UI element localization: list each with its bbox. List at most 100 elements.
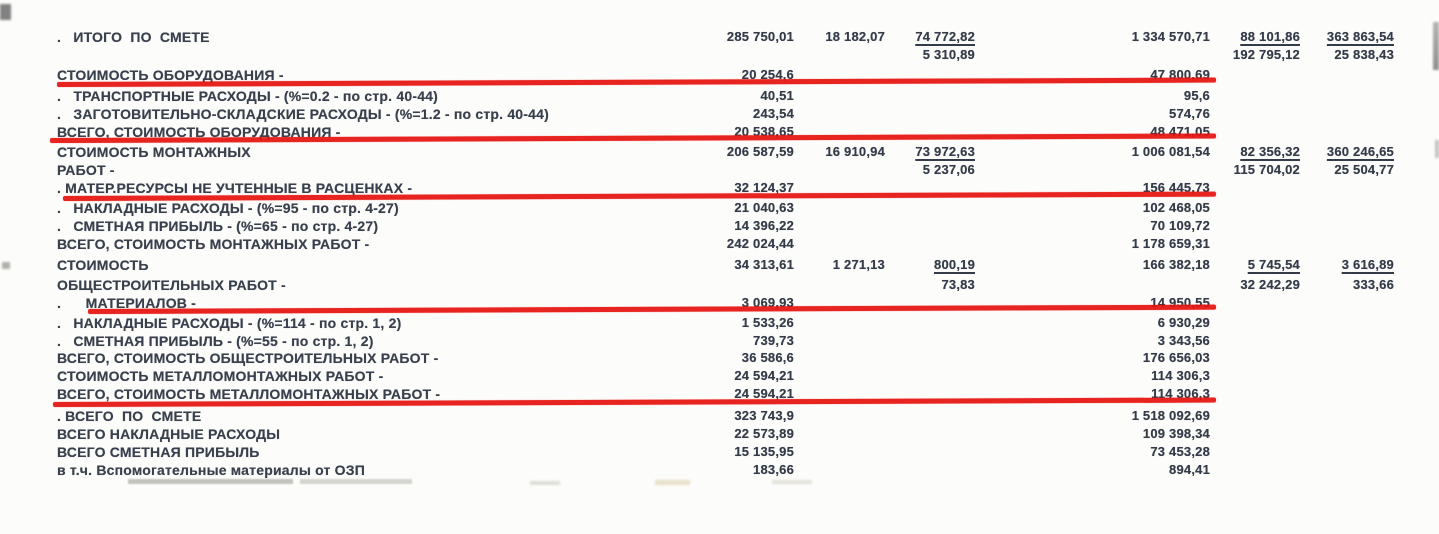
amount-cell-c4: 156 445,73 xyxy=(1142,180,1210,195)
row-label: ОБЩЕСТРОИТЕЛЬНЫХ РАБОТ - xyxy=(57,277,286,293)
row-label: ВСЕГО, СТОИМОСТЬ МОНТАЖНЫХ РАБОТ - xyxy=(57,236,370,252)
row-label: . СМЕТНАЯ ПРИБЫЛЬ - (%=65 - по стр. 4-27… xyxy=(57,218,379,234)
amount-cell-c1: 21 040,63 xyxy=(734,200,794,215)
row-label: ВСЕГО, СТОИМОСТЬ МЕТАЛЛОМОНТАЖНЫХ РАБОТ … xyxy=(57,386,441,402)
scan-speck xyxy=(655,480,690,485)
estimate-row: СТОИМОСТЬ МОНТАЖНЫХ 206 587,59 16 910,94 73… xyxy=(0,143,1439,161)
estimate-row: . СМЕТНАЯ ПРИБЫЛЬ - (%=65 - по стр. 4-27… xyxy=(0,217,1439,235)
scan-bottom-streak xyxy=(128,479,293,484)
amount-cell-c4: 574,76 xyxy=(1169,106,1210,121)
scan-speck xyxy=(772,480,812,484)
row-label: СТОИМОСТЬ xyxy=(57,257,149,273)
amount-cell-c4: 176 656,03 xyxy=(1142,350,1210,365)
row-label: ВСЕГО НАКЛАДНЫЕ РАСХОДЫ xyxy=(57,426,281,442)
scan-speck xyxy=(530,481,560,485)
amount-cell-c1: 323 743,9 xyxy=(734,408,794,423)
amount-cell-c1: 285 750,01 xyxy=(726,29,794,44)
amount-cell-c1: 206 587,59 xyxy=(726,144,794,159)
amount-cell-c1: 22 573,89 xyxy=(734,426,794,441)
amount-cell-c4: 1 006 081,54 xyxy=(1131,144,1210,159)
amount-cell-c6: 333,66 xyxy=(1353,277,1394,292)
amount-cell-c4: 1 334 570,71 xyxy=(1131,29,1210,44)
amount-cell-c4: 1 178 659,31 xyxy=(1131,236,1210,251)
row-label: . ИТОГО ПО СМЕТЕ xyxy=(57,29,210,45)
amount-cell-c1: 32 124,37 xyxy=(734,180,794,195)
amount-cell-c1: 242 024,44 xyxy=(726,236,794,251)
amount-cell-c4: 70 109,72 xyxy=(1150,218,1210,233)
scan-edge-streak xyxy=(1435,140,1439,158)
estimate-row: в т.ч. Вспомогательные материалы от ОЗП 1… xyxy=(0,461,1439,479)
amount-cell-c4: 114 306,3 xyxy=(1151,368,1210,383)
estimate-row: СТОИМОСТЬ 34 313,61 1 271,13 800,19 166 382,… xyxy=(0,256,1439,274)
amount-cell-c1: 24 594,21 xyxy=(734,368,794,383)
scan-left-speck xyxy=(2,262,10,269)
amount-cell-c6: 3 616,89 xyxy=(1341,257,1394,272)
amount-cell-c1: 40,51 xyxy=(760,88,794,103)
amount-cell-c5: 115 704,02 xyxy=(1233,162,1300,177)
amount-cell-c1: 183,66 xyxy=(753,462,794,477)
estimate-row: ВСЕГО, СТОИМОСТЬ ОБЩЕСТРОИТЕЛЬНЫХ РАБОТ … xyxy=(0,349,1439,367)
amount-cell-c5: 192 795,12 xyxy=(1232,47,1300,62)
estimate-row: . НАКЛАДНЫЕ РАСХОДЫ - (%=95 - по стр. 4-… xyxy=(0,199,1439,217)
amount-cell-c6: 360 246,65 xyxy=(1326,144,1394,159)
row-label: в т.ч. Вспомогательные материалы от ОЗП xyxy=(57,462,365,478)
estimate-row: ВСЕГО, СТОИМОСТЬ МЕТАЛЛОМОНТАЖНЫХ РАБОТ … xyxy=(0,385,1439,403)
estimate-row: ОБЩЕСТРОИТЕЛЬНЫХ РАБОТ - 73,83 32 242,29 33… xyxy=(0,276,1439,294)
amount-cell-c3: 73,83 xyxy=(941,277,975,292)
row-label: . МАТЕРИАЛОВ - xyxy=(57,295,197,311)
estimate-row: СТОИМОСТЬ МЕТАЛЛОМОНТАЖНЫХ РАБОТ - 24 594… xyxy=(0,367,1439,385)
amount-cell-c4: 73 453,28 xyxy=(1150,444,1210,459)
amount-cell-c1: 24 594,21 xyxy=(734,386,794,401)
amount-cell-c4: 3 343,56 xyxy=(1157,333,1210,348)
amount-cell-c6: 25 838,43 xyxy=(1334,47,1394,62)
row-label: . СМЕТНАЯ ПРИБЫЛЬ - (%=55 - по стр. 1, 2… xyxy=(57,333,374,349)
amount-cell-c4: 95,6 xyxy=(1183,88,1210,103)
amount-cell-c3: 5 310,89 xyxy=(922,47,975,62)
estimate-row: . ВСЕГО ПО СМЕТЕ 323 743,9 1 518 092,69 xyxy=(0,407,1439,425)
amount-cell-c1: 243,54 xyxy=(753,106,794,121)
amount-cell-c3: 73 972,63 xyxy=(915,144,975,159)
row-label: СТОИМОСТЬ ОБОРУДОВАНИЯ - xyxy=(57,67,284,83)
row-label: . ТРАНСПОРТНЫЕ РАСХОДЫ - (%=0.2 - по стр… xyxy=(57,88,439,104)
estimate-row: . ЗАГОТОВИТЕЛЬНО-СКЛАДСКИЕ РАСХОДЫ - (%=… xyxy=(0,105,1439,123)
row-label: СТОИМОСТЬ МЕТАЛЛОМОНТАЖНЫХ РАБОТ - xyxy=(57,368,384,384)
amount-cell-c6: 25 504,77 xyxy=(1334,162,1394,177)
estimate-row: . НАКЛАДНЫЕ РАСХОДЫ - (%=114 - по стр. 1… xyxy=(0,314,1439,332)
estimate-row: ВСЕГО СМЕТНАЯ ПРИБЫЛЬ 15 135,95 73 453,28 xyxy=(0,443,1439,461)
amount-cell-c4: 1 518 092,69 xyxy=(1131,408,1210,423)
scan-bottom-streak xyxy=(300,479,412,484)
amount-cell-c2: 16 910,94 xyxy=(825,144,885,159)
amount-cell-c1: 34 313,61 xyxy=(734,257,794,272)
estimate-row: ВСЕГО, СТОИМОСТЬ МОНТАЖНЫХ РАБОТ - 242 02… xyxy=(0,235,1439,253)
amount-cell-c2: 18 182,07 xyxy=(825,29,885,44)
estimate-row: . ИТОГО ПО СМЕТЕ 285 750,01 18 182,07 74 77… xyxy=(0,28,1439,46)
estimate-row: . СМЕТНАЯ ПРИБЫЛЬ - (%=55 - по стр. 1, 2… xyxy=(0,332,1439,350)
amount-cell-c1: 1 533,26 xyxy=(741,315,794,330)
amount-cell-c1: 14 396,22 xyxy=(734,218,794,233)
estimate-row: . ТРАНСПОРТНЫЕ РАСХОДЫ - (%=0.2 - по стр… xyxy=(0,87,1439,105)
scan-edge-streak xyxy=(1433,22,1439,70)
amount-cell-c4: 114 306,3 xyxy=(1151,386,1210,401)
amount-cell-c5: 5 745,54 xyxy=(1247,257,1300,272)
row-label: СТОИМОСТЬ МОНТАЖНЫХ xyxy=(57,144,251,160)
amount-cell-c4: 102 468,05 xyxy=(1142,200,1210,215)
row-label: . ВСЕГО ПО СМЕТЕ xyxy=(57,408,202,424)
amount-cell-c4: 166 382,18 xyxy=(1142,257,1210,272)
estimate-row: РАБОТ - 5 237,06 115 704,02 25 504,77 xyxy=(0,161,1439,179)
amount-cell-c3: 74 772,82 xyxy=(915,29,975,44)
row-label: ВСЕГО, СТОИМОСТЬ ОБОРУДОВАНИЯ - xyxy=(57,124,341,140)
amount-cell-c3: 5 237,06 xyxy=(922,162,975,177)
amount-cell-c5: 32 242,29 xyxy=(1240,277,1300,292)
scan-corner-blot xyxy=(0,4,11,20)
row-label: . ЗАГОТОВИТЕЛЬНО-СКЛАДСКИЕ РАСХОДЫ - (%=… xyxy=(57,106,549,122)
estimate-row: ВСЕГО НАКЛАДНЫЕ РАСХОДЫ 22 573,89 109 398,… xyxy=(0,425,1439,443)
amount-cell-c1: 15 135,95 xyxy=(734,444,794,459)
amount-cell-c3: 800,19 xyxy=(934,257,975,272)
row-label: ВСЕГО, СТОИМОСТЬ ОБЩЕСТРОИТЕЛЬНЫХ РАБОТ … xyxy=(57,350,439,366)
estimate-row: . МАТЕР.РЕСУРСЫ НЕ УЧТЕННЫЕ В РАСЦЕНКАХ … xyxy=(0,179,1439,197)
amount-cell-c4: 6 930,29 xyxy=(1157,315,1210,330)
row-label: ВСЕГО СМЕТНАЯ ПРИБЫЛЬ xyxy=(57,444,260,460)
amount-cell-c1: 739,73 xyxy=(753,333,794,348)
amount-cell-c1: 36 586,6 xyxy=(741,350,794,365)
amount-cell-c4: 109 398,34 xyxy=(1142,426,1210,441)
